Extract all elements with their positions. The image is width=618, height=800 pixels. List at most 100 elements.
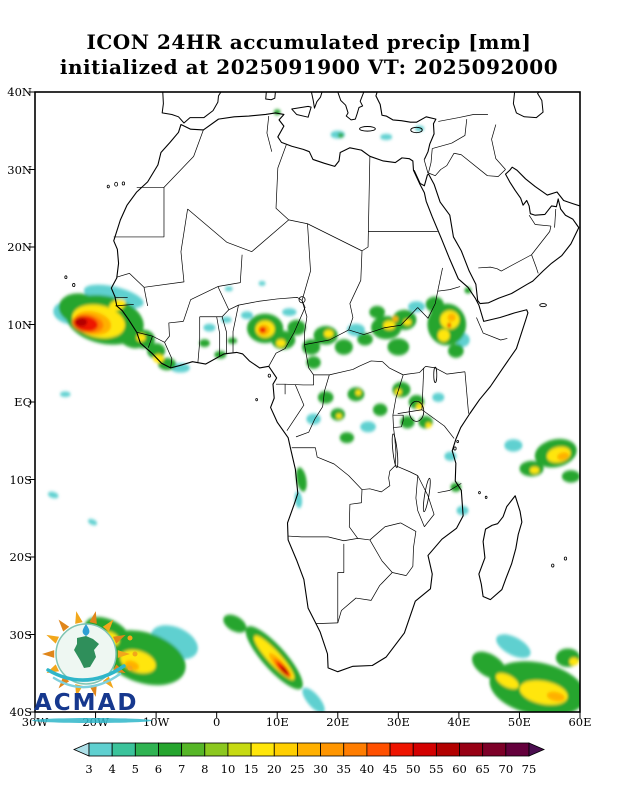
precip-blob [400,415,415,429]
precip-blob [471,651,507,680]
country-border [393,375,403,466]
precip-blob [387,338,410,356]
country-border [217,317,220,357]
logo-sun-ray [117,650,130,658]
precip-blob [74,317,88,327]
country-border [454,153,505,176]
country-border [292,448,362,490]
island [256,399,258,401]
precip-blob [323,329,334,338]
country-border [438,268,443,291]
colorbar-segment [343,742,368,757]
island [552,564,554,567]
colorbar-segment [134,742,159,757]
precip-blob [334,339,353,355]
colorbar-segment [412,742,437,757]
logo-water-drop [82,624,90,636]
country-border [198,317,200,363]
island [485,496,487,498]
logo-sun-ray [42,650,55,658]
title-line-1: ICON 24HR accumulated precip [mm] [86,30,532,54]
country-border [492,125,506,170]
precip-blob [259,326,267,334]
precip-blob [87,519,98,526]
y-tick-label: 10N [7,317,32,332]
x-tick-label: 0 [212,715,221,729]
island [564,557,566,560]
country-border [529,215,551,226]
precip-blob [414,125,425,132]
country-border [114,187,164,237]
logo-dot [127,665,133,671]
colorbar-label: 4 [108,762,115,776]
precip-blob [504,439,523,452]
map-canvas [28,91,581,719]
country-border [287,385,304,431]
y-tick-label: EQ [14,395,32,409]
precip-blob [464,287,472,294]
country-border [401,523,416,576]
precip-blob [227,337,238,344]
precip-blob [394,388,402,396]
country-border [395,466,417,476]
logo-sun-ray [58,619,70,632]
precip-blob [372,403,388,416]
precip-blob [557,452,570,461]
y-tick-label: 40N [7,85,32,99]
country-border [422,368,424,410]
country-border [304,330,348,345]
country-border [349,307,418,334]
coastline-madagascar [479,496,522,600]
map-frame [34,91,581,713]
island [107,185,109,188]
colorbar-label: 3 [85,762,92,776]
country-border [148,336,152,348]
precip-blob [258,281,266,286]
country-border [314,361,404,375]
colorbar-segment [111,742,136,757]
country-border [370,540,392,573]
coastline-greece [338,92,364,120]
colorbar-segment [366,742,391,757]
precip-blob [281,666,288,674]
country-border [432,143,451,148]
colorbar-label: 45 [383,762,398,776]
country-border [137,332,165,342]
x-tick-label: 50E [507,715,531,729]
precip-blob [335,413,343,419]
colorbar-label: 75 [522,762,537,776]
country-border [349,490,362,539]
lake [391,434,399,469]
title-line-2: initialized at 2025091900 VT: 2025092000 [59,55,559,79]
coastline-iberia [162,92,221,123]
acmad-logo: ACMAD [20,608,180,728]
island [457,440,459,442]
country-border [267,116,272,152]
country-border [465,372,469,414]
precip-blob [296,467,307,492]
x-tick-label: 40E [447,715,471,729]
logo-dot [132,651,138,657]
precip-blob [337,133,344,138]
country-border [165,342,172,368]
colorbar-label: 5 [132,762,139,776]
precip-blob [109,299,126,312]
country-border [238,297,302,305]
colorbar-label: 7 [178,762,185,776]
precip-blob [294,491,303,509]
precip-blob [224,286,234,292]
precip-blob [529,466,540,474]
colorbar-segment [181,742,206,757]
precip-blob [83,284,144,309]
precip-blob [561,470,580,483]
coastline-sicily [292,106,311,117]
colorbar-segment [389,742,414,757]
country-border [478,255,531,271]
colorbar-label: 55 [429,762,444,776]
geography-layer [65,92,580,672]
precip-blob [306,413,321,425]
x-tick-label: 10E [265,715,289,729]
precip-blob [383,320,396,330]
country-border [218,255,242,287]
